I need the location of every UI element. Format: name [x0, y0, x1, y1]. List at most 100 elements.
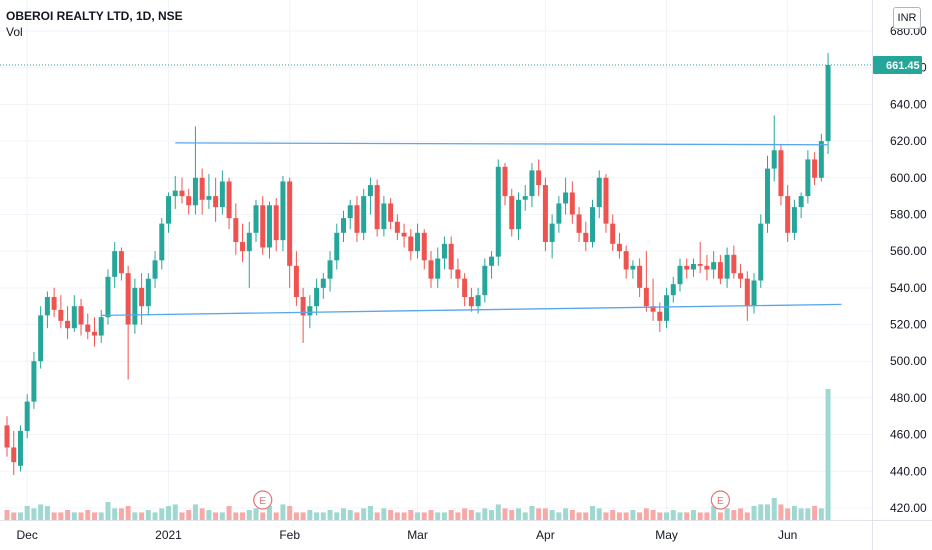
candle-body[interactable]: [610, 223, 616, 244]
candle-body[interactable]: [71, 306, 77, 329]
candle-body[interactable]: [24, 401, 30, 431]
candle-body[interactable]: [266, 205, 272, 248]
trendline[interactable]: [175, 142, 829, 146]
candle-body[interactable]: [724, 254, 730, 279]
candle-body[interactable]: [11, 447, 17, 463]
candle-body[interactable]: [273, 205, 279, 241]
candle-body[interactable]: [17, 430, 23, 466]
candle-body[interactable]: [448, 243, 454, 270]
candle-body[interactable]: [98, 317, 104, 336]
candle-body[interactable]: [367, 185, 373, 197]
candle-body[interactable]: [643, 287, 649, 307]
candle-body[interactable]: [805, 159, 811, 197]
candle-body[interactable]: [455, 269, 461, 279]
candle-body[interactable]: [4, 425, 10, 448]
candle-body[interactable]: [576, 214, 582, 233]
candle-body[interactable]: [771, 150, 777, 169]
candle-body[interactable]: [670, 284, 676, 296]
candle-body[interactable]: [408, 236, 414, 252]
candle-body[interactable]: [704, 265, 710, 270]
candle-body[interactable]: [684, 265, 690, 270]
candle-body[interactable]: [186, 196, 192, 206]
candle-body[interactable]: [246, 232, 252, 252]
candle-body[interactable]: [690, 263, 696, 270]
candle-body[interactable]: [435, 258, 441, 279]
candle-body[interactable]: [226, 181, 232, 219]
candle-body[interactable]: [556, 203, 562, 224]
candle-body[interactable]: [179, 190, 185, 197]
candle-body[interactable]: [38, 315, 44, 362]
candle-body[interactable]: [300, 297, 306, 316]
candle-body[interactable]: [327, 260, 333, 279]
candle-body[interactable]: [596, 177, 602, 208]
candle-body[interactable]: [812, 159, 818, 178]
candle-body[interactable]: [320, 278, 326, 288]
candle-body[interactable]: [421, 232, 427, 261]
candle-body[interactable]: [172, 190, 178, 197]
candle-body[interactable]: [529, 170, 535, 197]
candle-body[interactable]: [166, 196, 172, 224]
candle-body[interactable]: [583, 232, 589, 242]
candle-body[interactable]: [637, 265, 643, 288]
candle-body[interactable]: [381, 203, 387, 230]
candle-body[interactable]: [159, 223, 165, 261]
candle-body[interactable]: [105, 276, 111, 318]
candle-body[interactable]: [31, 361, 37, 402]
candle-body[interactable]: [44, 297, 50, 316]
candle-body[interactable]: [717, 262, 723, 279]
candle-body[interactable]: [502, 166, 508, 197]
candle-body[interactable]: [78, 306, 84, 325]
candle-body[interactable]: [475, 295, 481, 307]
candle-body[interactable]: [603, 177, 609, 224]
candle-body[interactable]: [569, 192, 575, 215]
candle-body[interactable]: [51, 297, 57, 310]
candle-body[interactable]: [341, 218, 346, 233]
candle-body[interactable]: [657, 311, 663, 321]
candle-body[interactable]: [139, 287, 145, 307]
candle-body[interactable]: [738, 273, 744, 279]
candle-body[interactable]: [785, 196, 791, 233]
candle-body[interactable]: [818, 141, 824, 178]
candle-body[interactable]: [825, 65, 831, 142]
earnings-marker[interactable]: [710, 490, 730, 510]
candle-body[interactable]: [240, 241, 246, 252]
candle-body[interactable]: [509, 196, 515, 230]
candle-body[interactable]: [536, 170, 542, 186]
candle-body[interactable]: [58, 309, 64, 321]
candle-body[interactable]: [334, 232, 340, 261]
candle-body[interactable]: [145, 278, 151, 307]
candle-body[interactable]: [260, 205, 266, 248]
candle-body[interactable]: [563, 192, 569, 204]
candle-body[interactable]: [791, 207, 797, 233]
candle-body[interactable]: [112, 251, 118, 277]
candle-body[interactable]: [798, 196, 804, 208]
candle-body[interactable]: [374, 185, 380, 230]
volume-label[interactable]: Vol: [6, 25, 23, 39]
candle-body[interactable]: [482, 265, 488, 296]
candle-body[interactable]: [664, 295, 670, 321]
candle-body[interactable]: [361, 196, 367, 233]
candle-body[interactable]: [515, 199, 521, 230]
candle-body[interactable]: [192, 177, 198, 206]
candle-body[interactable]: [125, 273, 131, 325]
candle-body[interactable]: [711, 262, 717, 270]
candle-body[interactable]: [462, 278, 468, 298]
candle-body[interactable]: [677, 265, 683, 285]
candle-body[interactable]: [219, 181, 225, 208]
candle-body[interactable]: [758, 223, 764, 281]
candle-body[interactable]: [347, 205, 353, 219]
candle-body[interactable]: [85, 324, 91, 332]
candle-body[interactable]: [549, 223, 555, 242]
candle-body[interactable]: [778, 150, 784, 197]
candle-body[interactable]: [394, 221, 400, 233]
candle-body[interactable]: [623, 251, 629, 270]
candle-body[interactable]: [697, 263, 703, 266]
candle-body[interactable]: [764, 168, 770, 224]
candle-body[interactable]: [199, 177, 205, 200]
candle-body[interactable]: [630, 265, 636, 270]
candle-body[interactable]: [415, 232, 421, 252]
candle-body[interactable]: [751, 280, 757, 307]
candle-body[interactable]: [354, 205, 360, 233]
candle-body[interactable]: [650, 306, 656, 312]
